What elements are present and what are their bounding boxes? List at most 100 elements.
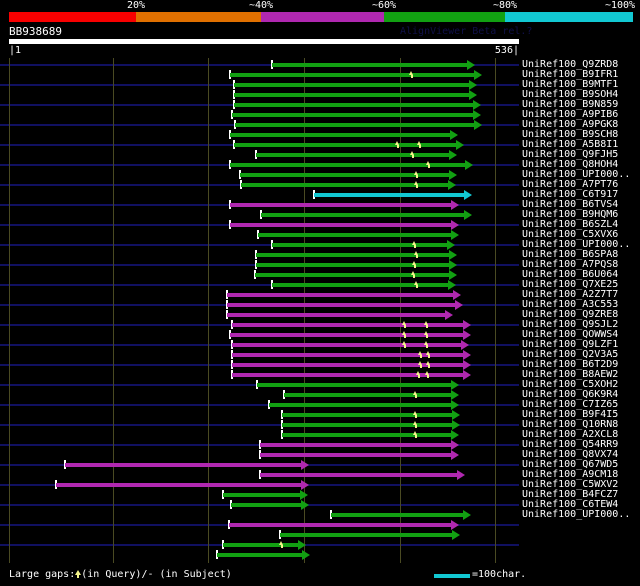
- alignment-row[interactable]: [0, 190, 640, 200]
- alignment-row[interactable]: [0, 120, 640, 130]
- alignment-row[interactable]: [0, 490, 640, 500]
- alignment-row[interactable]: [0, 510, 640, 520]
- alignment-row[interactable]: [0, 200, 640, 210]
- hit-label[interactable]: UniRef100_A2XCL8: [522, 429, 619, 440]
- hit-bar[interactable]: [234, 83, 471, 87]
- hit-label[interactable]: UniRef100_Q9FJH5: [522, 149, 619, 160]
- hit-label[interactable]: UniRef100_C6T917: [522, 189, 619, 200]
- hit-bar[interactable]: [234, 93, 471, 97]
- hit-label[interactable]: UniRef100_Q67WD5: [522, 459, 619, 470]
- hit-label[interactable]: UniRef100_B9F4I5: [522, 409, 619, 420]
- hit-label[interactable]: UniRef100_A5B8I1: [522, 139, 619, 150]
- hit-bar[interactable]: [229, 523, 453, 527]
- hit-label[interactable]: UniRef100_A2Z7T7: [522, 289, 619, 300]
- alignment-row[interactable]: [0, 320, 640, 330]
- hit-label[interactable]: UniRef100_Q8HOH4: [522, 159, 619, 170]
- hit-bar[interactable]: [331, 513, 465, 517]
- hit-bar[interactable]: [314, 193, 466, 197]
- hit-label[interactable]: UniRef100_B8AEW2: [522, 369, 619, 380]
- hit-label[interactable]: UniRef100_A7PT76: [522, 179, 619, 190]
- hit-label[interactable]: UniRef100_B9IFR1: [522, 69, 619, 80]
- hit-bar[interactable]: [232, 373, 465, 377]
- hit-bar[interactable]: [269, 403, 453, 407]
- hit-bar[interactable]: [261, 213, 466, 217]
- hit-label[interactable]: UniRef100_A9PGK8: [522, 119, 619, 130]
- alignment-row[interactable]: [0, 90, 640, 100]
- hit-bar[interactable]: [280, 533, 454, 537]
- hit-bar[interactable]: [230, 333, 465, 337]
- hit-label[interactable]: UniRef100_B9SOH4: [522, 89, 619, 100]
- alignment-row[interactable]: [0, 250, 640, 260]
- hit-label[interactable]: UniRef100_C5WXV2: [522, 479, 619, 490]
- hit-label[interactable]: UniRef100_B6U064: [522, 269, 619, 280]
- hit-bar[interactable]: [230, 223, 453, 227]
- alignment-row[interactable]: [0, 290, 640, 300]
- hit-label[interactable]: UniRef100_B4FCZ7: [522, 489, 619, 500]
- hit-bar[interactable]: [56, 483, 303, 487]
- hit-bar[interactable]: [223, 493, 302, 497]
- alignment-row[interactable]: [0, 340, 640, 350]
- hit-label[interactable]: UniRef100_UPI000..: [522, 169, 631, 180]
- hit-bar[interactable]: [256, 253, 451, 257]
- alignment-row[interactable]: [0, 60, 640, 70]
- hit-label[interactable]: UniRef100_Q9SJL2: [522, 319, 619, 330]
- hit-bar[interactable]: [241, 183, 450, 187]
- hit-label[interactable]: UniRef100_A3C553: [522, 299, 619, 310]
- hit-bar[interactable]: [232, 343, 463, 347]
- alignment-row[interactable]: [0, 70, 640, 80]
- alignment-row[interactable]: [0, 450, 640, 460]
- hit-bar[interactable]: [255, 273, 451, 277]
- hit-bar[interactable]: [256, 263, 451, 267]
- alignment-row[interactable]: [0, 360, 640, 370]
- hit-label[interactable]: UniRef100_Q10RN8: [522, 419, 619, 430]
- hit-bar[interactable]: [284, 393, 453, 397]
- hit-label[interactable]: UniRef100_B6T2D9: [522, 359, 619, 370]
- alignment-row[interactable]: [0, 350, 640, 360]
- alignment-row[interactable]: [0, 170, 640, 180]
- alignment-row[interactable]: [0, 300, 640, 310]
- alignment-row[interactable]: [0, 280, 640, 290]
- hit-label[interactable]: UniRef100_B6SZL4: [522, 219, 619, 230]
- hit-label[interactable]: UniRef100_UPI000..: [522, 239, 631, 250]
- hit-bar[interactable]: [231, 503, 303, 507]
- hit-bar[interactable]: [230, 73, 476, 77]
- hit-bar[interactable]: [260, 443, 453, 447]
- alignment-row[interactable]: [0, 270, 640, 280]
- alignment-row[interactable]: [0, 400, 640, 410]
- hit-label[interactable]: UniRef100_A7PQS8: [522, 259, 619, 270]
- hit-bar[interactable]: [240, 173, 451, 177]
- alignment-row[interactable]: [0, 500, 640, 510]
- hit-bar[interactable]: [272, 243, 449, 247]
- alignment-row[interactable]: [0, 230, 640, 240]
- hit-bar[interactable]: [258, 233, 453, 237]
- alignment-row[interactable]: [0, 220, 640, 230]
- hit-label[interactable]: UniRef100_B9MTF1: [522, 79, 619, 90]
- hit-label[interactable]: UniRef100_Q9LZF1: [522, 339, 619, 350]
- hit-bar[interactable]: [227, 303, 457, 307]
- hit-bar[interactable]: [230, 203, 453, 207]
- hit-bar[interactable]: [282, 413, 454, 417]
- alignment-row[interactable]: [0, 130, 640, 140]
- hit-label[interactable]: UniRef100_Q9ZRD8: [522, 59, 619, 70]
- alignment-row[interactable]: [0, 390, 640, 400]
- hit-label[interactable]: UniRef100_B9SCH8: [522, 129, 619, 140]
- alignment-row[interactable]: [0, 370, 640, 380]
- alignment-row[interactable]: [0, 100, 640, 110]
- alignment-row[interactable]: [0, 260, 640, 270]
- alignment-row[interactable]: [0, 470, 640, 480]
- hit-bar[interactable]: [282, 423, 454, 427]
- hit-bar[interactable]: [232, 353, 465, 357]
- alignment-row[interactable]: [0, 530, 640, 540]
- hit-label[interactable]: UniRef100_B6TVS4: [522, 199, 619, 210]
- alignment-row[interactable]: [0, 440, 640, 450]
- alignment-row[interactable]: [0, 410, 640, 420]
- alignment-row[interactable]: [0, 310, 640, 320]
- alignment-row[interactable]: [0, 140, 640, 150]
- hit-bar[interactable]: [260, 473, 459, 477]
- alignment-row[interactable]: [0, 550, 640, 560]
- alignment-row[interactable]: [0, 540, 640, 550]
- alignment-row[interactable]: [0, 330, 640, 340]
- alignment-row[interactable]: [0, 150, 640, 160]
- hit-label[interactable]: UniRef100_C7IZ65: [522, 399, 619, 410]
- alignment-row[interactable]: [0, 520, 640, 530]
